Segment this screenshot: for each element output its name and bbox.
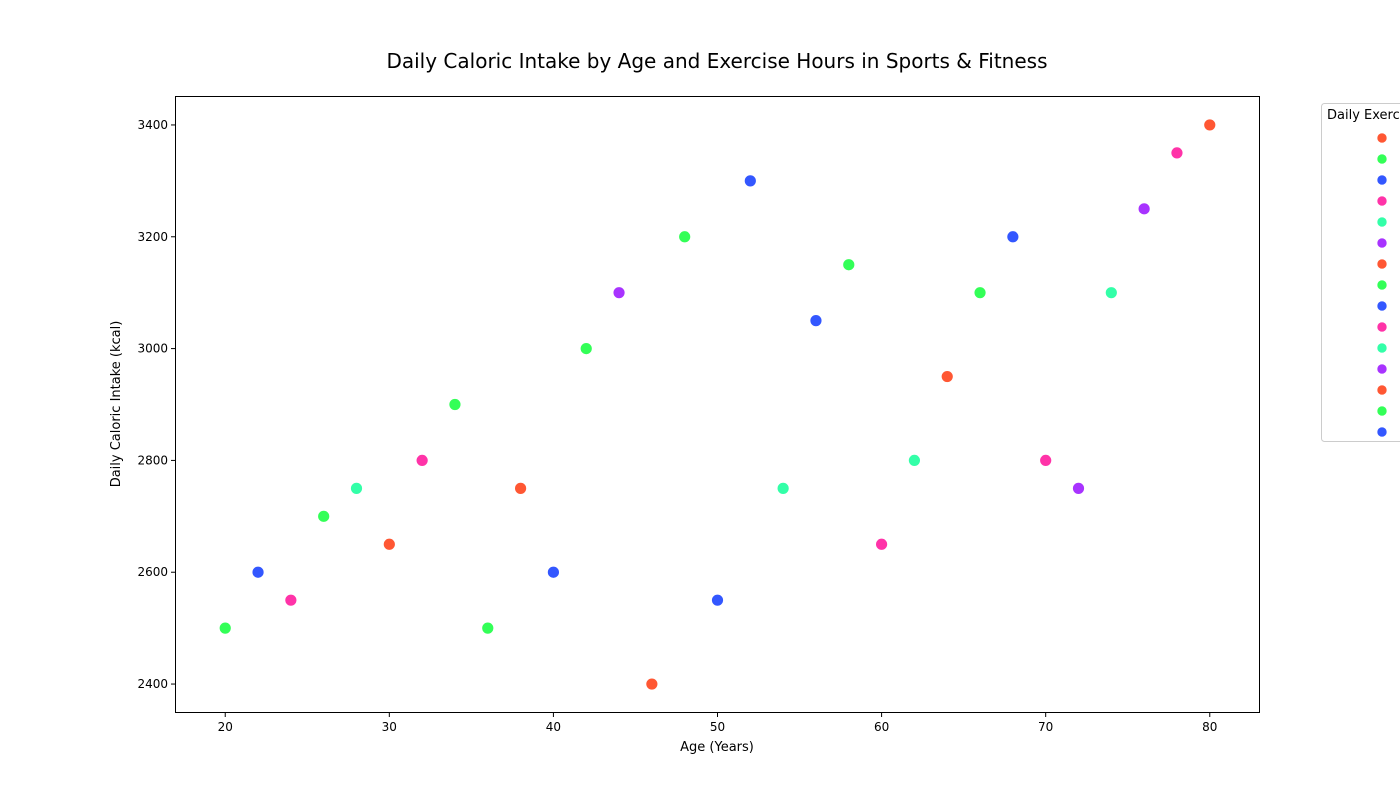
legend-marker — [1377, 343, 1387, 353]
legend-markers — [1377, 133, 1387, 437]
legend-marker — [1377, 301, 1387, 311]
legend-marker — [1377, 175, 1387, 185]
data-point — [580, 343, 592, 355]
y-tick-label: 2400 — [137, 677, 168, 691]
legend-marker — [1377, 406, 1387, 416]
data-point — [1171, 147, 1183, 159]
legend-marker — [1377, 238, 1387, 248]
legend-title: Daily Exerc — [1327, 108, 1400, 123]
data-point — [974, 287, 986, 299]
data-point — [777, 482, 789, 494]
y-axis-label: Daily Caloric Intake (kcal) — [109, 321, 124, 488]
data-point — [1040, 454, 1052, 466]
data-point — [351, 482, 363, 494]
data-point — [810, 315, 822, 327]
data-points — [219, 119, 1216, 690]
y-tick-label: 3000 — [137, 342, 168, 356]
x-tick-label: 80 — [1202, 720, 1217, 734]
legend-marker — [1377, 154, 1387, 164]
data-point — [876, 538, 888, 550]
data-point — [613, 287, 625, 299]
data-point — [416, 454, 428, 466]
data-point — [744, 175, 756, 187]
data-point — [843, 259, 855, 271]
data-point — [1073, 482, 1085, 494]
x-axis-ticks: 20 30 40 50 60 70 80 — [218, 712, 1218, 734]
legend-marker — [1377, 385, 1387, 395]
data-point — [1105, 287, 1117, 299]
data-point — [941, 371, 953, 383]
y-axis-ticks: 2400 2600 2800 3000 3200 3400 — [137, 118, 176, 691]
plot-area: 20 30 40 50 60 70 80 2400 2600 2800 3000 3200 3400 — [137, 97, 1259, 735]
y-tick-label: 2600 — [137, 565, 168, 579]
data-point — [908, 454, 920, 466]
data-point — [1204, 119, 1216, 131]
data-point — [318, 510, 330, 522]
data-point — [679, 231, 691, 243]
legend-marker — [1377, 364, 1387, 374]
x-tick-label: 60 — [874, 720, 889, 734]
data-point — [1138, 203, 1150, 215]
data-point — [219, 622, 231, 634]
data-point — [285, 594, 297, 606]
data-point — [712, 594, 724, 606]
legend-marker — [1377, 133, 1387, 143]
legend-marker — [1377, 259, 1387, 269]
legend-frame — [1322, 104, 1400, 442]
x-tick-label: 40 — [546, 720, 561, 734]
legend-marker — [1377, 217, 1387, 227]
chart-title: Daily Caloric Intake by Age and Exercise… — [386, 49, 1047, 73]
y-tick-label: 2800 — [137, 453, 168, 467]
data-point — [482, 622, 494, 634]
legend: Daily Exerc — [1322, 104, 1400, 442]
x-axis-label: Age (Years) — [680, 740, 754, 755]
y-tick-label: 3400 — [137, 118, 168, 132]
plot-frame — [176, 97, 1260, 713]
x-tick-label: 30 — [382, 720, 397, 734]
legend-marker — [1377, 427, 1387, 437]
data-point — [515, 482, 527, 494]
x-tick-label: 50 — [710, 720, 725, 734]
x-tick-label: 20 — [218, 720, 233, 734]
x-tick-label: 70 — [1038, 720, 1053, 734]
data-point — [1007, 231, 1019, 243]
data-point — [547, 566, 559, 578]
legend-marker — [1377, 322, 1387, 332]
y-tick-label: 3200 — [137, 230, 168, 244]
data-point — [449, 399, 461, 411]
data-point — [252, 566, 264, 578]
data-point — [646, 678, 658, 690]
data-point — [383, 538, 395, 550]
legend-marker — [1377, 196, 1387, 206]
legend-marker — [1377, 280, 1387, 290]
